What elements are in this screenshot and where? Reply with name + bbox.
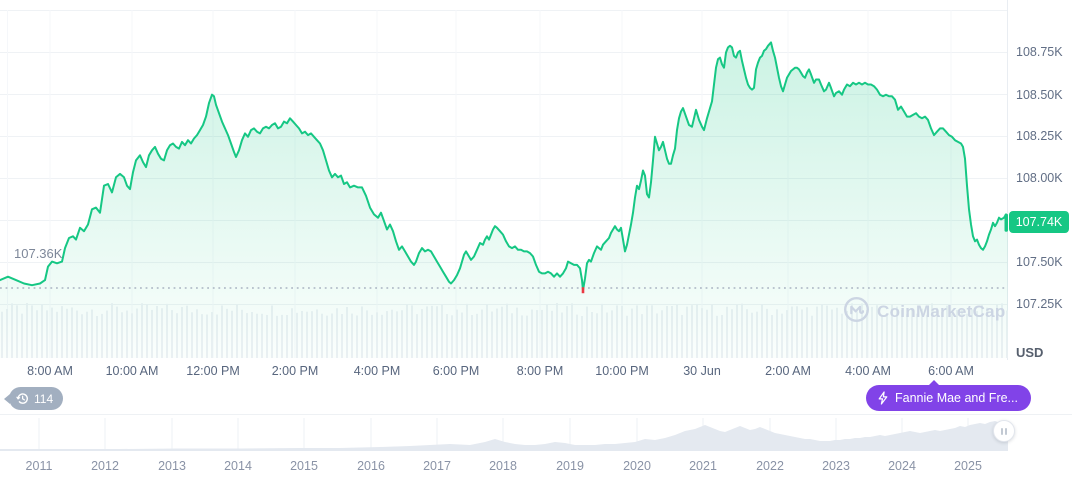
current-price-badge: 107.74K: [1009, 211, 1069, 233]
x-axis-tick-label: 8:00 AM: [27, 364, 73, 378]
watermark-text: CoinMarketCap: [877, 302, 1006, 321]
x-axis-tick-label: 6:00 PM: [432, 364, 480, 378]
timeline-year-label: 2012: [91, 459, 119, 473]
x-axis-tick-label: 4:00 AM: [845, 364, 891, 378]
news-badge-label: Fannie Mae and Fre...: [895, 391, 1018, 405]
open-price-label: 107.36K: [14, 246, 63, 261]
x-axis-tick-label: 6:00 AM: [928, 364, 974, 378]
timeline-year-label: 2017: [423, 459, 451, 473]
timeline-year-label: 2021: [689, 459, 717, 473]
x-axis-tick-label: 10:00 PM: [595, 364, 649, 378]
x-axis-tick-label: 4:00 PM: [353, 364, 401, 378]
x-axis-tick-label: 30 Jun: [683, 364, 721, 378]
coinmarketcap-watermark: CoinMarketCap: [843, 296, 1006, 328]
timeline-year-label: 2022: [756, 459, 784, 473]
y-axis-tick-label: 107.25K: [1016, 297, 1063, 311]
timeline-year-label: 2020: [623, 459, 651, 473]
timeline-year-label: 2013: [158, 459, 186, 473]
x-axis-tick-label: 8:00 PM: [516, 364, 564, 378]
lightning-icon: [877, 391, 889, 405]
annotations-count: 114: [34, 391, 54, 406]
history-icon: [16, 392, 29, 405]
news-event-badge[interactable]: Fannie Mae and Fre...: [866, 380, 1031, 411]
y-axis-tick-label: 108.25K: [1016, 129, 1063, 143]
timeline-year-label: 2019: [556, 459, 584, 473]
timeline-year-label: 2023: [822, 459, 850, 473]
x-axis-tick-label: 2:00 PM: [271, 364, 319, 378]
timeline-year-label: 2025: [954, 459, 982, 473]
minimap-area: [0, 421, 1008, 451]
last-price-tick: [1004, 213, 1008, 232]
timeline-minimap[interactable]: [0, 415, 1072, 477]
y-axis-tick-label: 108.75K: [1016, 45, 1063, 59]
timeline-year-label: 2014: [224, 459, 252, 473]
timeline-year-label: 2024: [888, 459, 916, 473]
x-axis-tick-label: 12:00 PM: [186, 364, 240, 378]
y-axis-tick-label: 107.50K: [1016, 255, 1063, 269]
timeline-year-label: 2016: [357, 459, 385, 473]
x-axis-tick-label: 2:00 AM: [765, 364, 811, 378]
main-chart-plot[interactable]: [0, 0, 1008, 360]
y-axis-tick-label: 108.00K: [1016, 171, 1063, 185]
range-drag-handle[interactable]: [993, 420, 1015, 442]
timeline-year-label: 2015: [290, 459, 318, 473]
coinmarketcap-logo-icon: [843, 296, 870, 328]
currency-unit-label: USD: [1016, 345, 1044, 360]
x-axis-tick-label: 10:00 AM: [105, 364, 159, 378]
annotations-count-badge[interactable]: 114: [3, 387, 64, 410]
timeline-range-selector[interactable]: 2011 2012 2013 2014 2015 2016 2017 2018 2019 2020…: [0, 414, 1072, 477]
pause-handle-icon: [1001, 427, 1003, 435]
timeline-year-label: 2018: [489, 459, 517, 473]
news-badge-pointer: [928, 380, 940, 386]
timeline-year-label: 2011: [25, 459, 53, 473]
y-axis-tick-label: 108.50K: [1016, 88, 1063, 102]
price-area-fill: [0, 42, 1008, 359]
